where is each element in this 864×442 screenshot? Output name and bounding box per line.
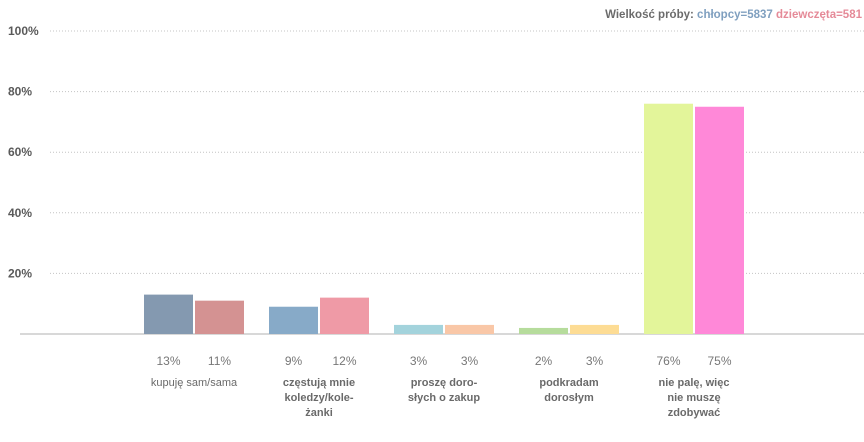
sample-size-boys: chłopcy=5837	[697, 9, 773, 21]
sample-size-girls: dziewczęta=581	[776, 9, 862, 21]
data-label: 3%	[461, 354, 479, 368]
y-tick-label: 100%	[8, 24, 39, 38]
y-tick-label: 20%	[8, 266, 32, 280]
bar	[394, 324, 443, 334]
category-label: koledzy/kole-	[284, 392, 353, 404]
data-label: 2%	[535, 354, 553, 368]
data-label: 12%	[332, 354, 356, 368]
bar	[144, 294, 193, 334]
y-tick-label: 60%	[8, 145, 32, 159]
data-label: 3%	[410, 354, 428, 368]
data-label: 3%	[586, 354, 604, 368]
data-label: 9%	[285, 354, 303, 368]
category-label: dorosłym	[544, 392, 594, 404]
y-tick-label: 80%	[8, 85, 32, 99]
category-label: proszę doro-	[411, 377, 478, 389]
sample-size-note: Wielkość próby: chłopcy=5837 dziewczęta=…	[605, 9, 862, 21]
category-label: słych o zakup	[408, 392, 480, 404]
bar	[695, 106, 744, 334]
category-label: częstują mnie	[283, 377, 355, 389]
sample-size-label: Wielkość próby:	[605, 9, 694, 21]
data-label: 75%	[707, 354, 731, 368]
bar	[644, 103, 693, 334]
data-label: 11%	[208, 354, 231, 368]
bar	[570, 324, 619, 334]
data-label: 13%	[156, 354, 180, 368]
category-label: podkradam	[539, 377, 599, 389]
data-label: 76%	[656, 354, 680, 368]
bar	[320, 297, 369, 334]
bar	[195, 300, 244, 334]
category-label: kupuję sam/sama	[151, 377, 238, 389]
bar	[269, 306, 318, 334]
bar	[445, 324, 494, 334]
category-label: zdobywać	[668, 407, 721, 419]
category-label: nie palę, więc	[659, 377, 730, 389]
y-tick-label: 40%	[8, 206, 32, 220]
category-label: żanki	[305, 407, 333, 419]
category-label: nie muszę	[667, 392, 720, 404]
bar	[519, 327, 568, 334]
